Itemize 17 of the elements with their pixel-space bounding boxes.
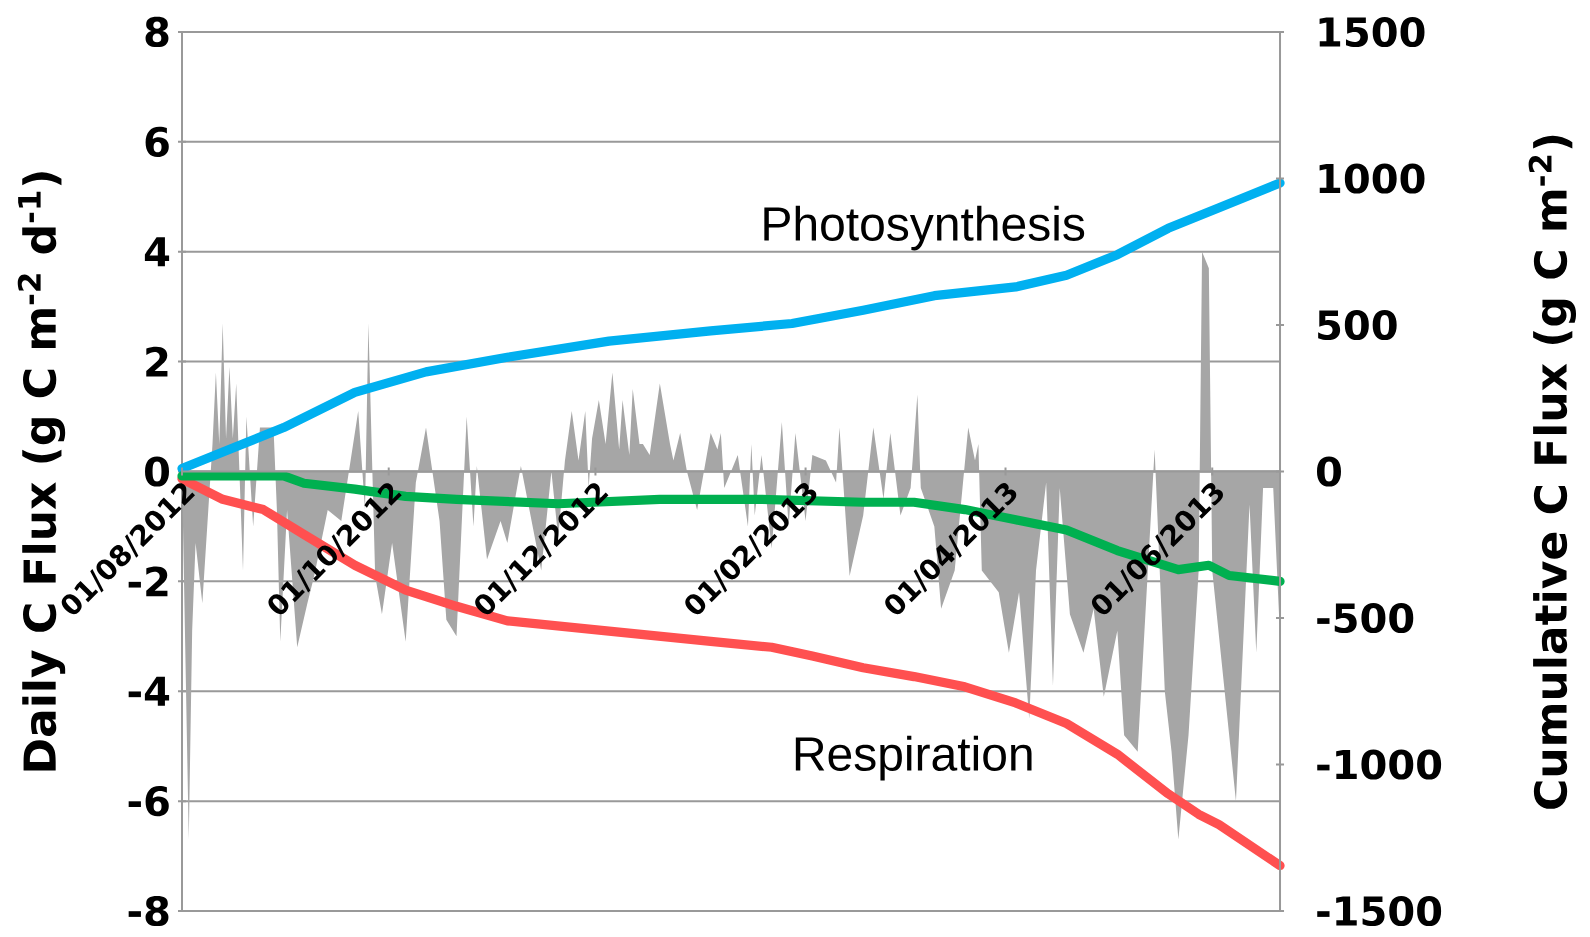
y2-tick-label: -1500 — [1317, 895, 1442, 927]
y-tick-label: -6 — [128, 786, 169, 817]
y-tick-label: -4 — [128, 676, 170, 706]
y2-tick-label: 1000 — [1319, 163, 1425, 194]
y2-tick-label: 500 — [1318, 309, 1397, 341]
y2-tick-label: -500 — [1317, 602, 1414, 634]
y2-axis-title: Cumulative C Flux (g C m$^{-2}$) — [1528, 135, 1577, 809]
y-tick-label: 2 — [146, 346, 168, 377]
y-tick-label: -8 — [128, 895, 169, 927]
series-label: Respiration — [795, 735, 1032, 781]
y-tick-label: 8 — [145, 16, 169, 48]
y2-tick-label: 1500 — [1319, 16, 1425, 48]
y-tick-label: 4 — [144, 237, 170, 267]
series-label: Photosynthesis — [764, 205, 1085, 251]
y2-tick-label: 0 — [1316, 456, 1341, 487]
y-tick-label: 6 — [145, 126, 169, 157]
y2-tick-label: -1000 — [1317, 749, 1442, 780]
